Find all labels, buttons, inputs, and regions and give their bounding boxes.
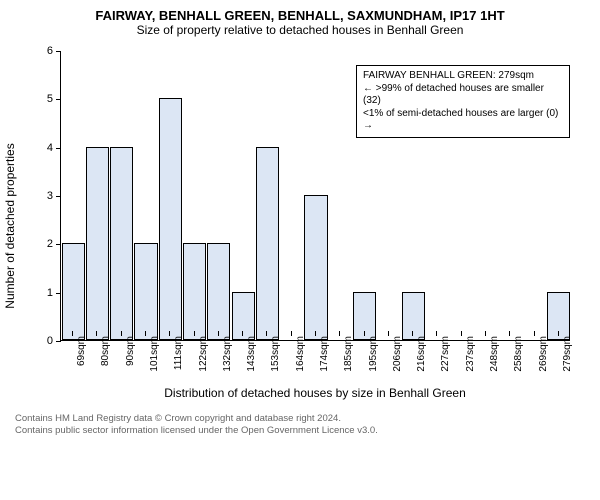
y-tick-label: 2: [33, 238, 53, 250]
x-tick-mark: [364, 331, 365, 336]
x-tick-mark: [485, 331, 486, 336]
y-tick-label: 4: [33, 142, 53, 154]
x-tick-label: 69sqm: [76, 336, 87, 366]
x-tick-label: 195sqm: [368, 336, 379, 372]
bar: [256, 147, 279, 340]
title-main: FAIRWAY, BENHALL GREEN, BENHALL, SAXMUND…: [0, 0, 600, 23]
plot-area: FAIRWAY BENHALL GREEN: 279sqm ← >99% of …: [60, 51, 570, 341]
x-tick-label: 185sqm: [343, 336, 354, 372]
y-tick-mark: [56, 196, 61, 197]
bar: [353, 292, 376, 340]
y-tick-mark: [56, 99, 61, 100]
x-tick-mark: [121, 331, 122, 336]
bar: [159, 98, 182, 340]
title-sub: Size of property relative to detached ho…: [0, 23, 600, 41]
x-tick-mark: [266, 331, 267, 336]
x-tick-label: 132sqm: [222, 336, 233, 372]
x-tick-label: 90sqm: [125, 336, 136, 366]
y-tick-label: 0: [33, 335, 53, 347]
y-tick-mark: [56, 341, 61, 342]
y-tick-mark: [56, 244, 61, 245]
x-tick-mark: [558, 331, 559, 336]
y-tick-mark: [56, 148, 61, 149]
legend-line3: <1% of semi-detached houses are larger (…: [363, 108, 563, 133]
x-tick-label: 279sqm: [562, 336, 573, 372]
x-axis-label: Distribution of detached houses by size …: [60, 386, 570, 400]
x-tick-label: 206sqm: [392, 336, 403, 372]
bar: [183, 243, 206, 340]
x-tick-mark: [72, 331, 73, 336]
x-tick-label: 164sqm: [295, 336, 306, 372]
x-tick-mark: [461, 331, 462, 336]
bar: [207, 243, 230, 340]
x-tick-label: 237sqm: [465, 336, 476, 372]
x-tick-label: 227sqm: [440, 336, 451, 372]
y-tick-label: 6: [33, 45, 53, 57]
x-tick-mark: [145, 331, 146, 336]
x-tick-label: 80sqm: [100, 336, 111, 366]
bar: [134, 243, 157, 340]
y-tick-mark: [56, 51, 61, 52]
x-tick-mark: [339, 331, 340, 336]
chart-area: Number of detached properties FAIRWAY BE…: [20, 41, 580, 411]
legend-line1: FAIRWAY BENHALL GREEN: 279sqm: [363, 70, 563, 83]
x-tick-mark: [194, 331, 195, 336]
footer-line1: Contains HM Land Registry data © Crown c…: [15, 413, 600, 425]
bar: [86, 147, 109, 340]
y-axis-label: Number of detached properties: [3, 143, 17, 308]
x-tick-label: 153sqm: [270, 336, 281, 372]
x-tick-mark: [412, 331, 413, 336]
x-tick-label: 248sqm: [489, 336, 500, 372]
x-tick-mark: [291, 331, 292, 336]
x-tick-mark: [534, 331, 535, 336]
legend-box: FAIRWAY BENHALL GREEN: 279sqm ← >99% of …: [356, 65, 570, 138]
y-tick-label: 3: [33, 190, 53, 202]
y-tick-label: 5: [33, 93, 53, 105]
bar: [547, 292, 570, 340]
x-tick-mark: [218, 331, 219, 336]
y-tick-mark: [56, 293, 61, 294]
x-tick-label: 122sqm: [198, 336, 209, 372]
bar: [110, 147, 133, 340]
x-tick-label: 174sqm: [319, 336, 330, 372]
x-tick-label: 111sqm: [173, 336, 184, 370]
x-tick-mark: [169, 331, 170, 336]
bar: [304, 195, 327, 340]
y-tick-label: 1: [33, 287, 53, 299]
x-tick-label: 101sqm: [149, 336, 160, 372]
bar: [62, 243, 85, 340]
footer: Contains HM Land Registry data © Crown c…: [15, 413, 600, 438]
x-tick-mark: [388, 331, 389, 336]
x-tick-mark: [242, 331, 243, 336]
x-tick-label: 269sqm: [538, 336, 549, 372]
x-tick-mark: [315, 331, 316, 336]
x-tick-label: 216sqm: [416, 336, 427, 372]
x-tick-label: 258sqm: [513, 336, 524, 372]
x-tick-mark: [436, 331, 437, 336]
legend-line2: ← >99% of detached houses are smaller (3…: [363, 83, 563, 108]
footer-line2: Contains public sector information licen…: [15, 425, 600, 437]
x-tick-label: 143sqm: [246, 336, 257, 372]
x-tick-mark: [96, 331, 97, 336]
x-tick-mark: [509, 331, 510, 336]
